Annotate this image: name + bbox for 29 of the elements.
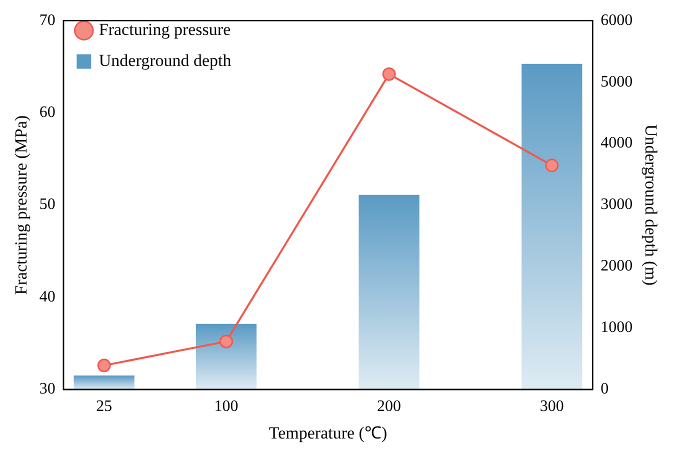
x-tick-label: 300	[540, 398, 564, 416]
y2-tick-label: 0	[600, 380, 609, 398]
bar	[522, 64, 582, 390]
y2-tick-label: 6000	[600, 12, 633, 29]
bar	[358, 194, 420, 390]
x-axis-title: Temperature (℃)	[268, 423, 388, 442]
point	[545, 158, 559, 172]
y2-tick-label: 1000	[600, 319, 633, 336]
point	[219, 334, 233, 348]
y-tick-label: 70	[39, 12, 56, 29]
point	[97, 358, 111, 372]
x-tick-label: 200	[377, 398, 402, 416]
legend-label: Fracturing pressure	[98, 20, 231, 39]
point	[382, 67, 396, 81]
y2-tick-label: 4000	[600, 134, 633, 152]
legend-label: Underground depth	[98, 50, 232, 70]
x-tick-label: 100	[214, 398, 238, 416]
bar	[74, 376, 134, 390]
y-axis-title: Fracturing pressure (MPa)	[12, 115, 31, 295]
x-tick-label: 25	[96, 398, 112, 416]
y2-tick-label: 3000	[600, 196, 633, 214]
y2-axis-title: Underground depth (m)	[641, 124, 660, 286]
y-tick-label: 60	[39, 104, 56, 122]
bar	[196, 324, 257, 390]
y2-tick-label: 5000	[600, 73, 633, 90]
y-tick-label: 30	[39, 380, 56, 398]
y-tick-label: 50	[39, 196, 56, 214]
y2-tick-label: 2000	[600, 258, 633, 275]
y-tick-label: 40	[39, 288, 56, 306]
